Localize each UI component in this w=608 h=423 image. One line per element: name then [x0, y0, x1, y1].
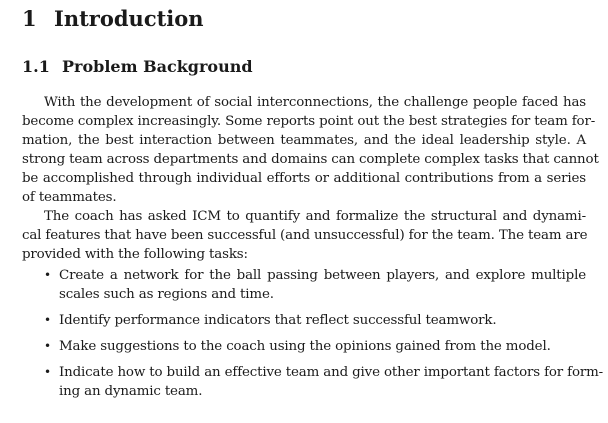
subsection-heading: 1.1 Problem Background [22, 57, 253, 76]
list-item-task-network: • Create a network for the ball passing … [22, 266, 586, 304]
task-list: • Create a network for the ball passing … [22, 266, 604, 408]
paragraph-line: of teammates. [22, 190, 117, 205]
paragraph-line: strong team across departments and domai… [22, 152, 599, 167]
paragraph-line: mation, the best interaction between tea… [22, 133, 586, 148]
paragraph-line: cal features that have been successful (… [22, 228, 588, 243]
bullet-icon: • [44, 313, 51, 327]
list-item-line: ing an dynamic team. [59, 384, 203, 399]
list-item-line: Indicate how to build an effective team … [59, 365, 604, 380]
paragraph-line: be accomplished through individual effor… [22, 171, 586, 186]
paragraph-coach-request: The coach has asked ICM to quantify and … [22, 207, 588, 264]
bullet-icon: • [44, 365, 51, 379]
paragraph-line: With the development of social interconn… [44, 95, 586, 110]
paragraph-line: provided with the following tasks: [22, 247, 248, 262]
list-item-line: scales such as regions and time. [59, 287, 274, 302]
list-item-line: Make suggestions to the coach using the … [59, 339, 551, 354]
section-title: Introduction [54, 6, 204, 31]
paragraph-problem-background: With the development of social interconn… [22, 93, 599, 207]
list-item-task-indicators: • Identify performance indicators that r… [22, 311, 586, 330]
list-item-task-suggestions: • Make suggestions to the coach using th… [22, 337, 586, 356]
paragraph-line: The coach has asked ICM to quantify and … [44, 209, 586, 224]
bullet-icon: • [44, 268, 51, 282]
bullet-icon: • [44, 339, 51, 353]
subsection-title: Problem Background [62, 57, 253, 76]
list-item-line: Identify performance indicators that ref… [59, 313, 497, 328]
subsection-number: 1.1 [22, 57, 50, 76]
paragraph-line: become complex increasingly. Some report… [22, 114, 596, 129]
section-heading: 1 Introduction [22, 6, 204, 31]
list-item-line: Create a network for the ball passing be… [59, 268, 586, 283]
list-item-task-team-building: • Indicate how to build an effective tea… [22, 363, 604, 401]
section-number: 1 [22, 6, 37, 31]
